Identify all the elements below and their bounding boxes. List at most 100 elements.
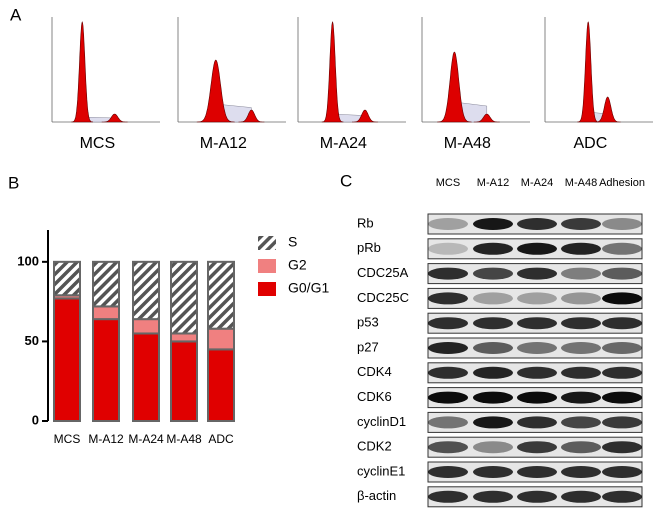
blot-band [602,366,642,379]
y-tick-label: 100 [17,253,39,268]
blot-band [561,391,601,404]
blot-band [473,441,513,454]
blot-band [428,490,468,503]
blot-band [473,342,513,354]
hist-g1-peak [71,21,94,123]
blot-band [561,416,601,429]
bar-segment [53,297,81,423]
x-tick-label: M-A48 [166,432,202,446]
bar-segment [132,318,160,335]
blot-band [473,391,513,404]
hist-g1-peak [196,59,235,123]
x-tick-label: M-A12 [88,432,124,446]
blot-band [517,218,557,230]
blot-band [428,292,468,305]
panel-label: B [8,173,19,192]
bar-segment [92,260,120,308]
blot-band [517,466,557,478]
bar-segment [207,348,235,422]
lane-label: M-A24 [521,177,553,189]
y-tick-label: 50 [25,333,39,348]
blot-band [517,391,557,404]
blot-band [602,490,642,503]
legend-label: G0/G1 [288,280,329,296]
blot-band [517,441,557,454]
blot-band [561,242,601,255]
bar-segment [170,260,198,335]
blot-band [517,267,557,280]
blot-band [428,267,468,280]
blot-band [473,490,513,503]
hist-label: ADC [573,135,607,152]
bar-segment [132,260,160,321]
bar-segment [92,305,120,321]
blot-band [428,441,468,454]
blot-band [602,391,642,404]
hist-label: M-A24 [320,135,367,152]
blot-band [561,490,601,503]
bar-segment [207,327,235,351]
blot-band [517,292,557,305]
blot-band [561,366,601,379]
hist-label: M-A48 [444,135,491,152]
blot-band [473,466,513,478]
hist-g2-peak [352,109,378,123]
bar-segment [207,260,235,330]
blot-band [602,218,642,230]
blot-band [473,267,513,280]
bar-segment [132,332,160,423]
blot-band [473,317,513,330]
blot-band [428,342,468,354]
blot-band [517,242,557,255]
x-tick-label: MCS [54,432,81,446]
blot-band [473,416,513,429]
blot-band [602,416,642,429]
blot-band [561,441,601,454]
blot-band [428,466,468,478]
protein-label: CDK2 [357,439,392,454]
blot-band [602,342,642,354]
protein-label: Rb [357,215,374,230]
blot-band [561,342,601,354]
x-tick-label: M-A24 [128,432,164,446]
hist-g2-peak [473,113,500,123]
blot-band [428,391,468,404]
blot-band [602,466,642,478]
blot-band [602,267,642,280]
legend-label: G2 [288,257,307,273]
hist-g2-peak [101,113,128,123]
legend-swatch [258,282,276,296]
y-tick-label: 0 [32,412,39,427]
panel-label: C [340,171,352,190]
blot-band [561,317,601,330]
hist-g2-peak [238,109,265,123]
lane-label: M-A48 [565,177,597,189]
blot-band [517,317,557,330]
legend-swatch [258,259,276,273]
hist-label: M-A12 [200,135,247,152]
blot-band [517,490,557,503]
lane-label: M-A12 [477,177,509,189]
legend-label: S [288,234,297,250]
blot-band [428,366,468,379]
blot-band [473,242,513,255]
x-tick-label: ADC [208,432,234,446]
legend-swatch [258,236,276,250]
protein-label: CDK4 [357,364,392,379]
blot-band [517,416,557,429]
protein-label: pRb [357,240,381,255]
lane-label: MCS [436,177,460,189]
blot-band [517,342,557,354]
protein-label: cyclinE1 [357,463,405,478]
bar-segment [53,260,81,297]
blot-band [602,292,642,305]
blot-band [561,466,601,478]
protein-label: CDC25C [357,290,409,305]
blot-band [473,218,513,230]
protein-label: p53 [357,315,379,330]
hist-g1-peak [577,21,600,123]
protein-label: cyclinD1 [357,414,406,429]
lane-label: Adhesion [599,177,645,189]
blot-band [428,218,468,230]
